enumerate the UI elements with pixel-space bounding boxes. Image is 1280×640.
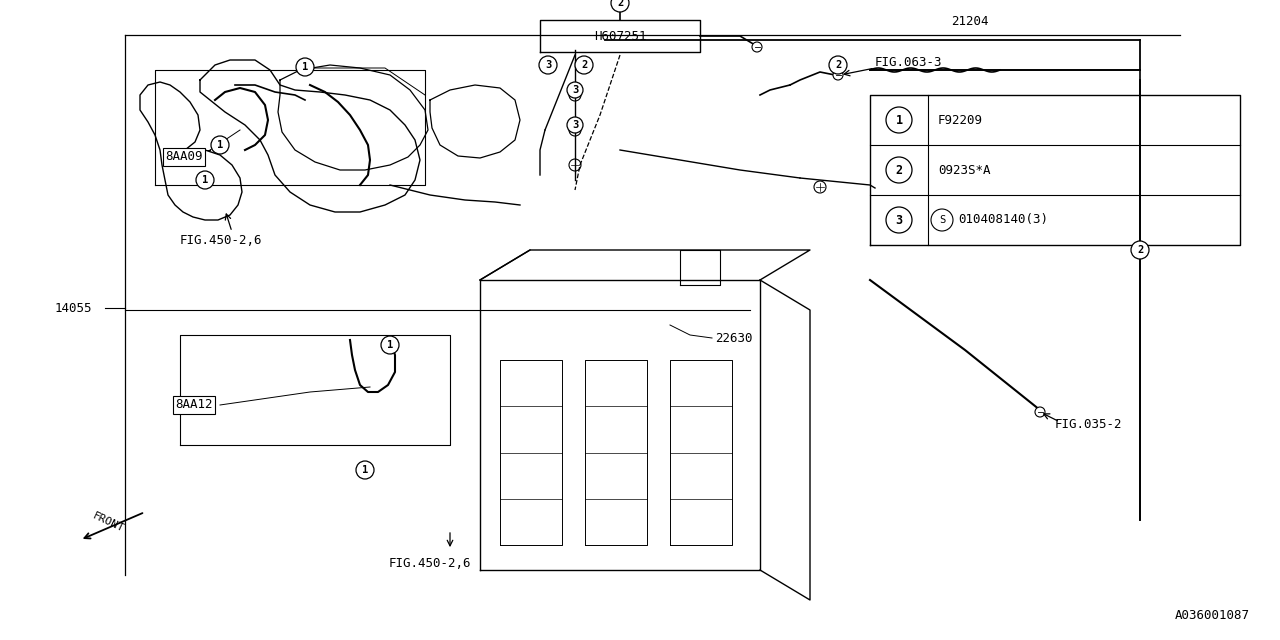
Text: 21204: 21204 [951,15,988,28]
Circle shape [567,82,582,98]
Text: 0923S*A: 0923S*A [938,163,991,177]
Text: 2: 2 [581,60,588,70]
Text: 2: 2 [835,60,841,70]
Circle shape [886,107,911,133]
Text: 3: 3 [572,120,579,130]
Circle shape [539,56,557,74]
Text: 14055: 14055 [55,301,92,314]
Circle shape [886,207,911,233]
Text: 2: 2 [896,163,902,177]
Text: FIG.063-3: FIG.063-3 [876,56,942,68]
Circle shape [1036,407,1044,417]
Text: H607251: H607251 [594,29,646,42]
Circle shape [196,171,214,189]
Circle shape [356,461,374,479]
Text: FIG.035-2: FIG.035-2 [1055,419,1123,431]
Text: 1: 1 [387,340,393,350]
Circle shape [567,117,582,133]
Text: 22630: 22630 [716,332,753,344]
Text: F92209: F92209 [938,113,983,127]
Text: 010408140(3): 010408140(3) [957,214,1048,227]
Text: FRONT: FRONT [91,510,125,534]
Circle shape [833,70,844,80]
Text: 3: 3 [572,85,579,95]
Text: 3: 3 [545,60,552,70]
Text: 1: 1 [202,175,209,185]
Circle shape [886,157,911,183]
Text: 3: 3 [896,214,902,227]
Text: 8AA12: 8AA12 [175,399,212,412]
Text: 1: 1 [216,140,223,150]
Text: 2: 2 [1137,245,1143,255]
Text: 8AA09: 8AA09 [165,150,202,163]
Text: 1: 1 [302,62,308,72]
Circle shape [611,0,628,12]
Circle shape [1132,241,1149,259]
Text: A036001087: A036001087 [1175,609,1251,622]
Text: 1: 1 [896,113,902,127]
Circle shape [931,209,954,231]
Circle shape [211,136,229,154]
Circle shape [829,56,847,74]
Circle shape [575,56,593,74]
Text: FIG.450-2,6: FIG.450-2,6 [180,234,262,246]
Circle shape [296,58,314,76]
Circle shape [381,336,399,354]
Text: 2: 2 [617,0,623,8]
Circle shape [753,42,762,52]
Text: FIG.450-2,6: FIG.450-2,6 [389,557,471,570]
Text: 1: 1 [362,465,369,475]
Text: S: S [938,215,945,225]
